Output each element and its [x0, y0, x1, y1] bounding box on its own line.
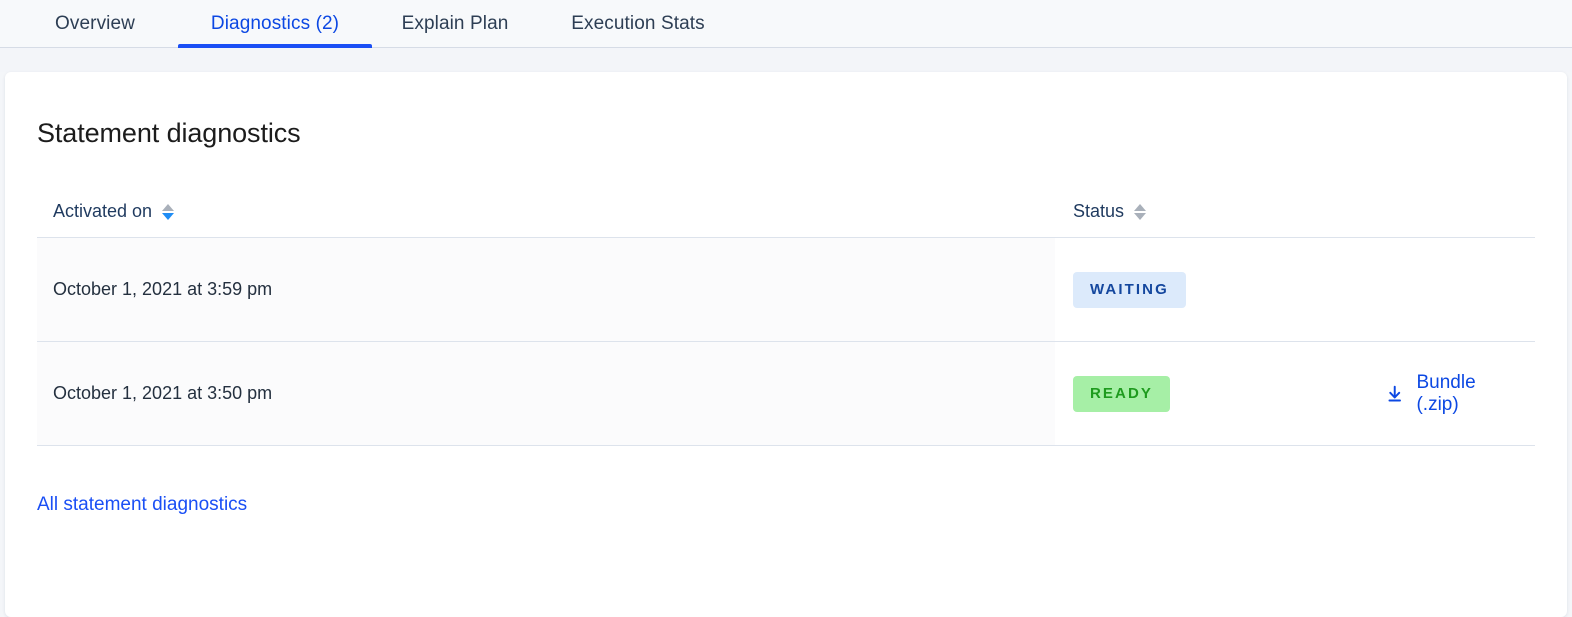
page-title: Statement diagnostics: [37, 118, 301, 148]
activated-on-value: October 1, 2021 at 3:50 pm: [53, 383, 273, 403]
column-header-activated-on-label: Activated on: [53, 201, 153, 221]
download-icon: [1388, 385, 1401, 401]
diagnostics-table: Activated on Status October 1, 2021 at 3…: [37, 186, 1535, 446]
table-header-row: Activated on Status: [37, 186, 1535, 238]
table-row[interactable]: October 1, 2021 at 3:50 pm READY Bundle …: [37, 342, 1535, 446]
table-row[interactable]: October 1, 2021 at 3:59 pm WAITING: [37, 238, 1535, 342]
cell-status: WAITING: [1055, 238, 1385, 341]
cell-action: [1385, 238, 1535, 341]
tab-explain-plan[interactable]: Explain Plan: [372, 0, 538, 48]
tab-bar: Overview Diagnostics (2) Explain Plan Ex…: [0, 0, 1572, 48]
column-header-status[interactable]: Status: [1055, 201, 1385, 222]
tab-diagnostics[interactable]: Diagnostics (2): [178, 0, 372, 48]
status-badge: READY: [1073, 375, 1171, 412]
sort-arrows-icon[interactable]: [162, 203, 175, 220]
status-badge: WAITING: [1073, 271, 1186, 308]
sort-ascending-arrow-icon: [162, 203, 175, 211]
diagnostics-card: Statement diagnostics Activated on Statu…: [5, 72, 1567, 617]
cell-status: READY: [1055, 342, 1385, 445]
tab-execution-stats-label: Execution Stats: [571, 13, 705, 34]
tab-execution-stats[interactable]: Execution Stats: [538, 0, 738, 48]
sort-descending-arrow-icon: [1134, 212, 1147, 220]
tab-overview[interactable]: Overview: [12, 0, 178, 48]
cell-activated-on: October 1, 2021 at 3:50 pm: [37, 342, 1055, 445]
sort-arrows-icon[interactable]: [1134, 203, 1147, 220]
cell-activated-on: October 1, 2021 at 3:59 pm: [37, 238, 1055, 341]
column-header-status-label: Status: [1073, 201, 1125, 221]
column-header-activated-on[interactable]: Activated on: [37, 201, 1055, 222]
activated-on-value: October 1, 2021 at 3:59 pm: [53, 279, 273, 299]
card-footer: All statement diagnostics: [5, 446, 1567, 516]
tab-content-gap: [0, 48, 1572, 72]
cell-action: Bundle (.zip): [1385, 342, 1535, 445]
sort-descending-arrow-icon: [162, 212, 175, 220]
tab-explain-plan-label: Explain Plan: [401, 13, 509, 34]
download-bundle-link[interactable]: Bundle (.zip): [1385, 372, 1503, 416]
all-statement-diagnostics-link[interactable]: All statement diagnostics: [37, 494, 248, 515]
tab-diagnostics-label: Diagnostics (2): [210, 13, 340, 34]
tab-overview-label: Overview: [55, 13, 135, 34]
sort-ascending-arrow-icon: [1134, 203, 1147, 211]
download-bundle-label: Bundle (.zip): [1416, 371, 1476, 415]
